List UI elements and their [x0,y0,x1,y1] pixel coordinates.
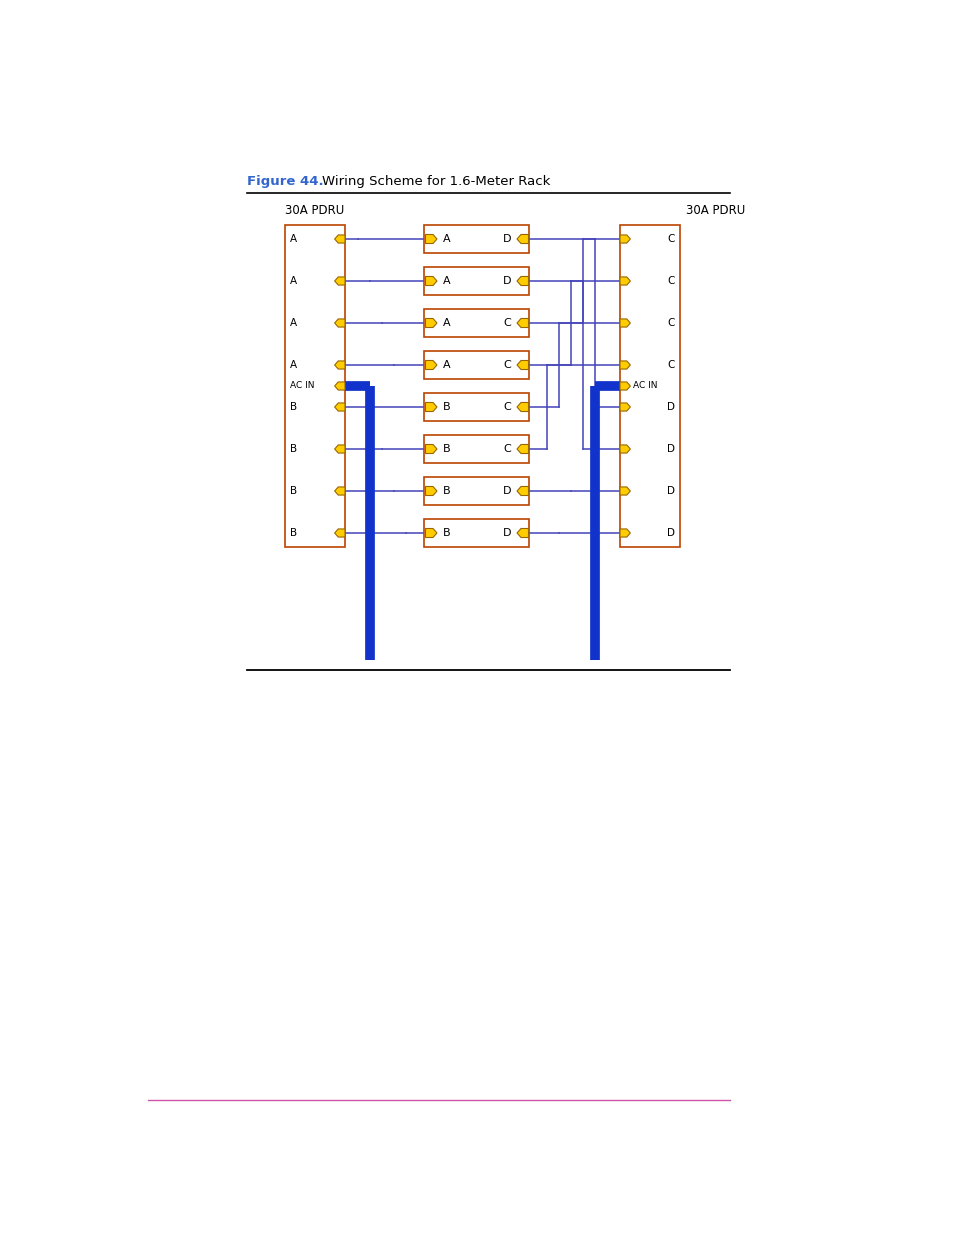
Polygon shape [425,403,436,411]
Text: A: A [442,233,450,245]
Polygon shape [619,361,630,369]
Polygon shape [619,277,630,285]
Bar [285,225,345,547]
Bar [424,309,529,337]
Polygon shape [517,445,528,453]
Polygon shape [335,277,345,285]
Text: B: B [442,529,450,538]
Text: D: D [666,487,675,496]
Text: B: B [290,529,296,538]
Polygon shape [517,529,528,537]
Polygon shape [517,277,528,285]
Bar [424,393,529,421]
Polygon shape [425,487,436,495]
Text: A: A [442,275,450,287]
Bar [424,267,529,295]
Text: B: B [290,445,296,454]
Polygon shape [335,445,345,453]
Polygon shape [335,403,345,411]
Polygon shape [425,319,436,327]
Polygon shape [425,235,436,243]
Text: B: B [442,445,450,454]
Text: C: C [503,403,511,412]
Polygon shape [335,487,345,495]
Text: B: B [290,403,296,412]
Polygon shape [619,403,630,411]
Text: C: C [667,317,675,329]
Bar [424,225,529,253]
Text: D: D [502,275,511,287]
Text: D: D [666,445,675,454]
Polygon shape [517,487,528,495]
Bar [424,435,529,463]
Text: B: B [290,487,296,496]
Polygon shape [425,361,436,369]
Polygon shape [619,382,630,390]
Polygon shape [517,235,528,243]
Text: A: A [442,359,450,370]
Polygon shape [335,361,345,369]
Text: C: C [503,317,511,329]
Text: B: B [442,487,450,496]
Text: 30A PDRU: 30A PDRU [685,204,744,217]
Polygon shape [517,361,528,369]
Text: A: A [290,233,296,245]
Text: D: D [666,529,675,538]
Text: 30A PDRU: 30A PDRU [285,204,344,217]
Text: Figure 44.: Figure 44. [247,175,323,188]
Text: A: A [290,275,296,287]
Text: C: C [503,359,511,370]
Polygon shape [619,235,630,243]
Polygon shape [335,382,345,390]
Polygon shape [425,529,436,537]
Bar [424,351,529,379]
Polygon shape [619,445,630,453]
Text: AC IN: AC IN [633,382,657,390]
Bar [424,519,529,547]
Text: Wiring Scheme for 1.6-Meter Rack: Wiring Scheme for 1.6-Meter Rack [322,175,550,188]
Text: A: A [290,317,296,329]
Text: A: A [290,359,296,370]
Bar [424,477,529,505]
Polygon shape [619,487,630,495]
Text: D: D [502,233,511,245]
Polygon shape [517,319,528,327]
Text: A: A [442,317,450,329]
Text: C: C [667,359,675,370]
Polygon shape [619,529,630,537]
Text: B: B [442,403,450,412]
Text: C: C [667,275,675,287]
Polygon shape [425,277,436,285]
Polygon shape [517,403,528,411]
Text: D: D [502,487,511,496]
Polygon shape [425,445,436,453]
Polygon shape [335,319,345,327]
Polygon shape [335,529,345,537]
Polygon shape [619,319,630,327]
Text: C: C [667,233,675,245]
Polygon shape [335,235,345,243]
Text: C: C [503,445,511,454]
Bar [619,225,679,547]
Text: D: D [666,403,675,412]
Text: D: D [502,529,511,538]
Text: AC IN: AC IN [290,382,314,390]
